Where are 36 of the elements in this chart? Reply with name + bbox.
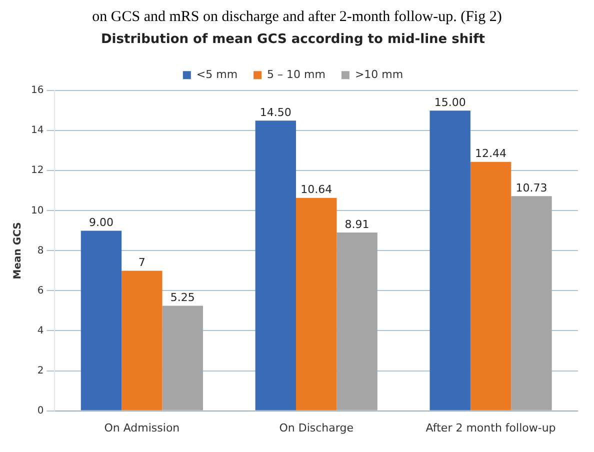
y-tick-label: 4: [37, 325, 44, 336]
bar: [336, 232, 378, 410]
bar: [430, 110, 470, 410]
data-label: 8.91: [344, 218, 370, 231]
y-tick-label: 2: [37, 365, 44, 376]
data-label: 9.00: [88, 216, 114, 230]
data-label: 5.25: [170, 291, 195, 304]
y-tick-label: 16: [30, 85, 44, 96]
text: on GCS and mRS on discharge and after 2-month follow-up. (Fig 2): [91, 8, 503, 26]
legend-label: 5 – 10 mm: [267, 68, 326, 81]
data-label: 7: [138, 256, 146, 270]
y-tick-label: 6: [37, 285, 44, 296]
bar: [255, 120, 296, 410]
bar: [162, 306, 203, 410]
data-label: 10.64: [300, 183, 332, 196]
bar: [80, 230, 122, 410]
y-axis-title: Mean GCS: [12, 222, 24, 280]
bar: [122, 270, 162, 410]
bar: [296, 198, 337, 410]
bar: [511, 196, 552, 410]
y-tick-label: 10: [30, 205, 44, 216]
chart-title: Distribution of mean GCS according to mid-line shift: [101, 32, 485, 48]
x-tick-label: On Discharge: [279, 421, 354, 434]
x-tick-label: On Admission: [104, 421, 180, 434]
data-label: 15.00: [434, 96, 466, 109]
data-label: 12.44: [475, 147, 507, 160]
y-tick-label: 0: [37, 405, 44, 416]
data-label: 14.50: [260, 106, 292, 119]
y-tick-label: 8: [37, 245, 44, 256]
x-tick-label: After 2 month follow-up: [426, 421, 556, 434]
legend-label: <5 mm: [196, 68, 238, 81]
y-tick-label: 12: [30, 165, 44, 176]
data-label: 10.73: [516, 181, 548, 194]
legend-label: >10 mm: [354, 68, 404, 81]
y-tick-label: 14: [30, 125, 44, 136]
bar: [470, 162, 512, 410]
